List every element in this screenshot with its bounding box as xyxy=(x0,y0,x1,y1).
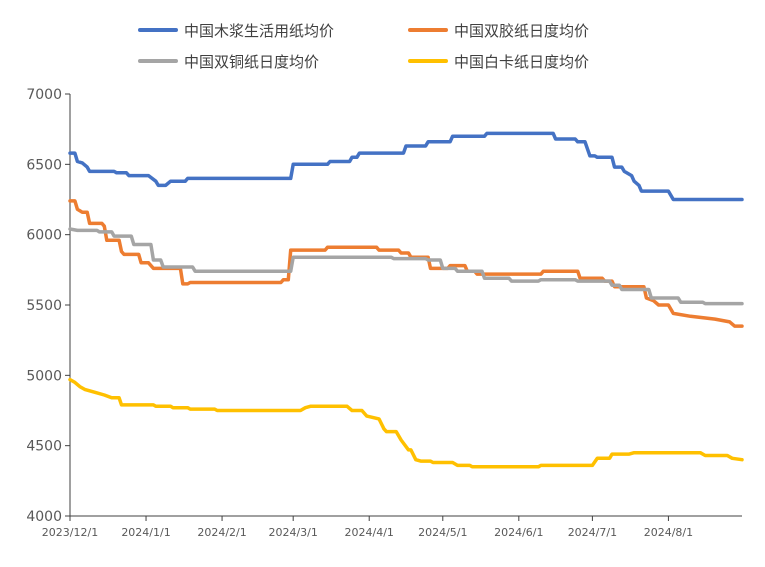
y-tick-label: 7000 xyxy=(26,87,62,103)
y-tick-label: 4500 xyxy=(26,439,62,455)
y-tick-label: 5000 xyxy=(26,368,62,384)
legend-label-1: 中国木浆生活用纸均价 xyxy=(184,22,334,40)
series-line-4 xyxy=(68,377,744,469)
x-tick-label: 2024/5/1 xyxy=(418,526,467,539)
x-tick-label: 2024/1/1 xyxy=(121,526,170,539)
x-tick-label: 2024/3/1 xyxy=(268,526,317,539)
series-line-2 xyxy=(68,199,744,328)
legend-label-4: 中国白卡纸日度均价 xyxy=(454,53,589,71)
y-tick-label: 6000 xyxy=(26,228,62,244)
chart-axes: 4000 4500 5000 5500 6000 6500 7000 2023/12/1 202… xyxy=(26,87,742,539)
y-tick-label: 5500 xyxy=(26,298,62,314)
series-line-1 xyxy=(68,131,744,202)
x-tick-label: 2024/7/1 xyxy=(568,526,617,539)
chart-series xyxy=(68,131,744,469)
legend-label-3: 中国双铜纸日度均价 xyxy=(184,53,319,71)
x-tick-label: 2024/8/1 xyxy=(644,526,693,539)
series-line-3 xyxy=(68,227,744,306)
x-tick-label: 2024/6/1 xyxy=(494,526,543,539)
y-tick-label: 6500 xyxy=(26,157,62,173)
x-tick-label: 2024/4/1 xyxy=(345,526,394,539)
y-tick-label: 4000 xyxy=(26,509,62,525)
legend-label-2: 中国双胶纸日度均价 xyxy=(454,22,589,40)
x-tick-label: 2024/2/1 xyxy=(197,526,246,539)
x-tick-label: 2023/12/1 xyxy=(42,526,98,539)
